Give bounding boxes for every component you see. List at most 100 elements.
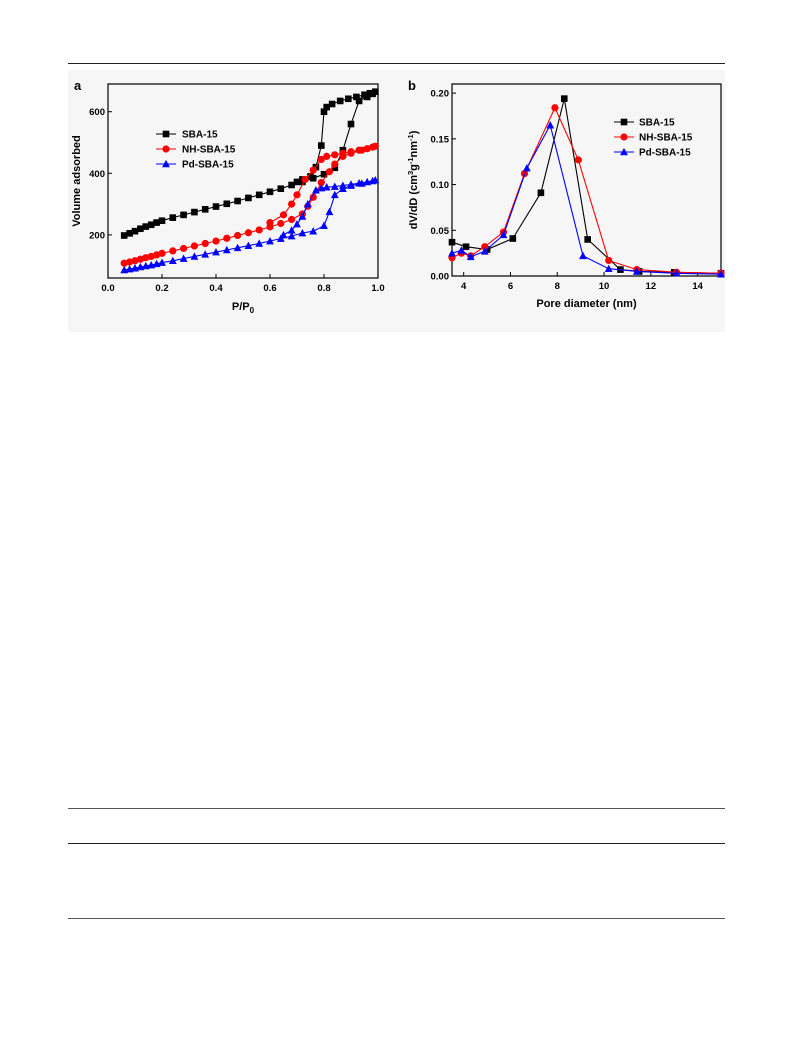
data-point bbox=[584, 236, 591, 243]
data-point bbox=[222, 245, 231, 254]
data-point bbox=[672, 269, 681, 277]
y-tick-label: 0.10 bbox=[431, 180, 450, 191]
x-tick-label: 14 bbox=[692, 281, 703, 292]
y-tick-label: 0.15 bbox=[431, 134, 450, 145]
data-point bbox=[212, 237, 220, 245]
y-axis-label-part: -1 bbox=[406, 157, 415, 164]
data-point bbox=[466, 252, 475, 261]
data-point bbox=[223, 200, 231, 208]
data-point bbox=[179, 254, 188, 262]
data-point bbox=[331, 151, 339, 159]
data-point bbox=[298, 212, 307, 220]
legend-label: NH-SBA-15 bbox=[182, 145, 236, 156]
data-point bbox=[363, 177, 372, 186]
data-point bbox=[293, 178, 301, 186]
legend-marker bbox=[162, 145, 170, 153]
panel-b-frame bbox=[451, 83, 722, 277]
y-axis-label-part: g bbox=[408, 164, 420, 171]
data-point bbox=[355, 179, 363, 187]
data-point bbox=[126, 230, 133, 237]
data-point bbox=[355, 97, 363, 105]
data-point bbox=[312, 186, 320, 194]
data-point bbox=[277, 185, 285, 192]
top-rule bbox=[68, 63, 725, 65]
data-point bbox=[480, 247, 489, 255]
data-point bbox=[158, 258, 166, 266]
data-point bbox=[448, 249, 456, 257]
data-point bbox=[255, 191, 263, 199]
x-tick-label: 0.6 bbox=[263, 283, 276, 294]
x-axis-label: P/P0 bbox=[232, 301, 255, 315]
data-point bbox=[298, 228, 307, 237]
data-point bbox=[371, 175, 380, 184]
series-SBA-15 bbox=[120, 88, 379, 239]
data-point bbox=[307, 173, 314, 180]
y-axis-label-part: -1 bbox=[406, 134, 415, 141]
data-point bbox=[201, 239, 209, 248]
y-axis-label-part: nm bbox=[408, 141, 420, 158]
data-point bbox=[320, 108, 328, 116]
data-point bbox=[212, 203, 220, 210]
data-point bbox=[287, 232, 296, 240]
legend-marker bbox=[620, 147, 628, 156]
data-point bbox=[266, 218, 274, 227]
y-tick-label: 0.00 bbox=[431, 272, 450, 283]
data-point bbox=[546, 121, 555, 129]
data-point bbox=[141, 261, 150, 270]
data-point bbox=[279, 211, 288, 219]
data-point bbox=[169, 214, 177, 221]
data-point bbox=[339, 149, 347, 157]
y-axis-label-part: ) bbox=[408, 130, 420, 134]
data-point bbox=[131, 257, 139, 265]
data-point bbox=[137, 225, 144, 233]
data-point bbox=[223, 234, 231, 242]
data-point bbox=[142, 254, 150, 262]
y-axis-label: dV/dD (cm3g-1nm-1) bbox=[406, 130, 420, 229]
data-point bbox=[303, 199, 312, 208]
data-point bbox=[604, 264, 613, 272]
data-point bbox=[126, 258, 134, 266]
data-point bbox=[339, 181, 347, 189]
data-point bbox=[361, 91, 368, 99]
data-point bbox=[279, 230, 288, 239]
data-point bbox=[277, 219, 285, 228]
data-point bbox=[255, 239, 264, 247]
data-point bbox=[560, 95, 568, 102]
data-point bbox=[336, 97, 344, 105]
panel-b: b 4 6 8 10 12 14 0.00 0.05 0.10 0.15 0.20 Pore diame… bbox=[406, 78, 725, 310]
panel-a-frame bbox=[107, 83, 379, 279]
legend-marker bbox=[162, 130, 170, 138]
data-point bbox=[244, 241, 253, 249]
legend-marker bbox=[162, 159, 170, 168]
data-point bbox=[462, 243, 470, 251]
data-point bbox=[347, 180, 355, 188]
x-axis-label-subscript: 0 bbox=[250, 306, 255, 315]
data-point bbox=[120, 259, 128, 267]
data-point bbox=[201, 250, 210, 258]
series-Pd-SBA-15 bbox=[120, 175, 380, 274]
data-point bbox=[632, 267, 641, 275]
legend-label: Pd-SBA-15 bbox=[182, 160, 234, 171]
data-point bbox=[287, 226, 296, 234]
data-point bbox=[347, 120, 355, 128]
data-point bbox=[244, 229, 252, 237]
data-point bbox=[309, 166, 317, 174]
x-axis-label: Pore diameter (nm) bbox=[536, 298, 637, 310]
x-tick-label: 6 bbox=[508, 281, 513, 292]
data-point bbox=[288, 181, 295, 189]
data-point bbox=[363, 145, 371, 153]
data-point bbox=[288, 200, 296, 208]
data-point bbox=[457, 246, 466, 254]
data-point bbox=[355, 146, 363, 154]
data-point bbox=[245, 194, 252, 202]
data-point bbox=[309, 227, 318, 235]
data-point bbox=[288, 215, 296, 224]
data-point bbox=[499, 230, 508, 239]
data-point bbox=[371, 142, 379, 150]
data-point bbox=[293, 191, 301, 199]
x-tick-label: 0.0 bbox=[101, 283, 114, 294]
data-point bbox=[153, 251, 161, 259]
data-point bbox=[266, 236, 274, 245]
data-point bbox=[158, 217, 166, 225]
data-point bbox=[147, 252, 155, 261]
